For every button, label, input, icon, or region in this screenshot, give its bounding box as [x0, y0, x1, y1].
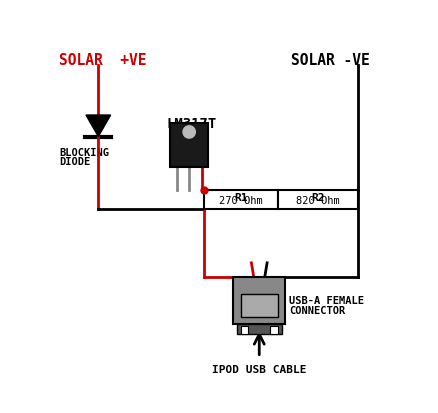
Text: R2: R2: [310, 193, 324, 203]
Text: 270 Ohm: 270 Ohm: [219, 196, 262, 206]
Text: USB-A FEMALE: USB-A FEMALE: [289, 296, 364, 306]
Text: SOLAR -VE: SOLAR -VE: [290, 52, 369, 68]
Bar: [233, 277, 285, 325]
Text: LM317T: LM317T: [166, 116, 216, 131]
Bar: [237, 325, 281, 334]
Text: IPOD USB CABLE: IPOD USB CABLE: [212, 365, 306, 375]
Text: CONNECTOR: CONNECTOR: [289, 306, 345, 316]
Bar: [203, 190, 277, 209]
Bar: [277, 190, 357, 209]
Bar: [240, 294, 277, 317]
Bar: [170, 123, 208, 167]
Text: SOLAR  +VE: SOLAR +VE: [59, 52, 146, 68]
Circle shape: [183, 126, 195, 138]
Text: 820 Ohm: 820 Ohm: [295, 196, 339, 206]
Polygon shape: [86, 115, 110, 137]
Text: DIODE: DIODE: [59, 157, 90, 167]
Text: R1: R1: [233, 193, 247, 203]
Text: BLOCKING: BLOCKING: [59, 148, 109, 158]
Bar: [240, 326, 248, 334]
Bar: [269, 326, 277, 334]
